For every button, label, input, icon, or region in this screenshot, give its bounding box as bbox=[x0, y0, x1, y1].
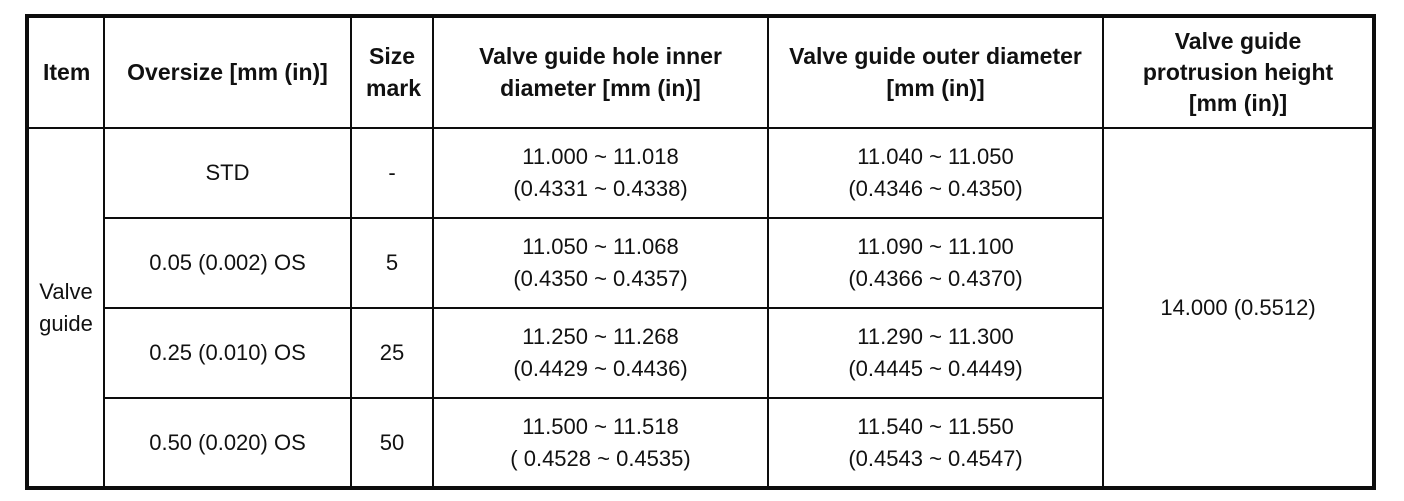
oversize-cell: 0.50 (0.020) OS bbox=[103, 397, 352, 489]
col-header-protrusion-height: Valve guide protrusion height [mm (in)] bbox=[1102, 15, 1375, 129]
table-row: 0.05 (0.002) OS 5 11.050 ~ 11.068 (0.435… bbox=[27, 217, 1374, 309]
col-header-inner-diameter: Valve guide hole inner diameter [mm (in)… bbox=[432, 15, 769, 129]
oversize-cell: 0.25 (0.010) OS bbox=[103, 307, 352, 399]
size-mark-cell: - bbox=[350, 127, 434, 219]
col-header-outer-diameter: Valve guide outer diameter [mm (in)] bbox=[767, 15, 1104, 129]
inner-diameter-cell: 11.050 ~ 11.068 (0.4350 ~ 0.4357) bbox=[432, 217, 769, 309]
size-mark-cell: 5 bbox=[350, 217, 434, 309]
inner-diameter-cell: 11.000 ~ 11.018 (0.4331 ~ 0.4338) bbox=[432, 127, 769, 219]
table-row: 0.25 (0.010) OS 25 11.250 ~ 11.268 (0.44… bbox=[27, 307, 1374, 399]
col-header-size-mark: Size mark bbox=[350, 15, 434, 129]
col-header-item: Item bbox=[26, 15, 105, 129]
item-cell: Valve guide bbox=[26, 127, 105, 489]
valve-guide-spec-table: Item Oversize [mm (in)] Size mark Valve … bbox=[25, 14, 1376, 490]
protrusion-height-cell: 14.000 (0.5512) bbox=[1102, 127, 1375, 489]
table-row: 0.50 (0.020) OS 50 11.500 ~ 11.518 ( 0.4… bbox=[27, 397, 1374, 489]
col-header-oversize: Oversize [mm (in)] bbox=[103, 15, 352, 129]
inner-diameter-cell: 11.500 ~ 11.518 ( 0.4528 ~ 0.4535) bbox=[432, 397, 769, 489]
size-mark-cell: 25 bbox=[350, 307, 434, 399]
oversize-cell: 0.05 (0.002) OS bbox=[103, 217, 352, 309]
table-row: Valve guide STD - 11.000 ~ 11.018 (0.433… bbox=[26, 127, 1375, 489]
outer-diameter-cell: 11.290 ~ 11.300 (0.4445 ~ 0.4449) bbox=[767, 307, 1104, 399]
size-mark-cell: 50 bbox=[350, 397, 434, 489]
outer-diameter-cell: 11.090 ~ 11.100 (0.4366 ~ 0.4370) bbox=[767, 217, 1104, 309]
header-row: Item Oversize [mm (in)] Size mark Valve … bbox=[26, 15, 1375, 129]
oversize-cell: STD bbox=[103, 127, 352, 219]
outer-diameter-cell: 11.540 ~ 11.550 (0.4543 ~ 0.4547) bbox=[767, 397, 1104, 489]
inner-diameter-cell: 11.250 ~ 11.268 (0.4429 ~ 0.4436) bbox=[432, 307, 769, 399]
outer-diameter-cell: 11.040 ~ 11.050 (0.4346 ~ 0.4350) bbox=[767, 127, 1104, 219]
